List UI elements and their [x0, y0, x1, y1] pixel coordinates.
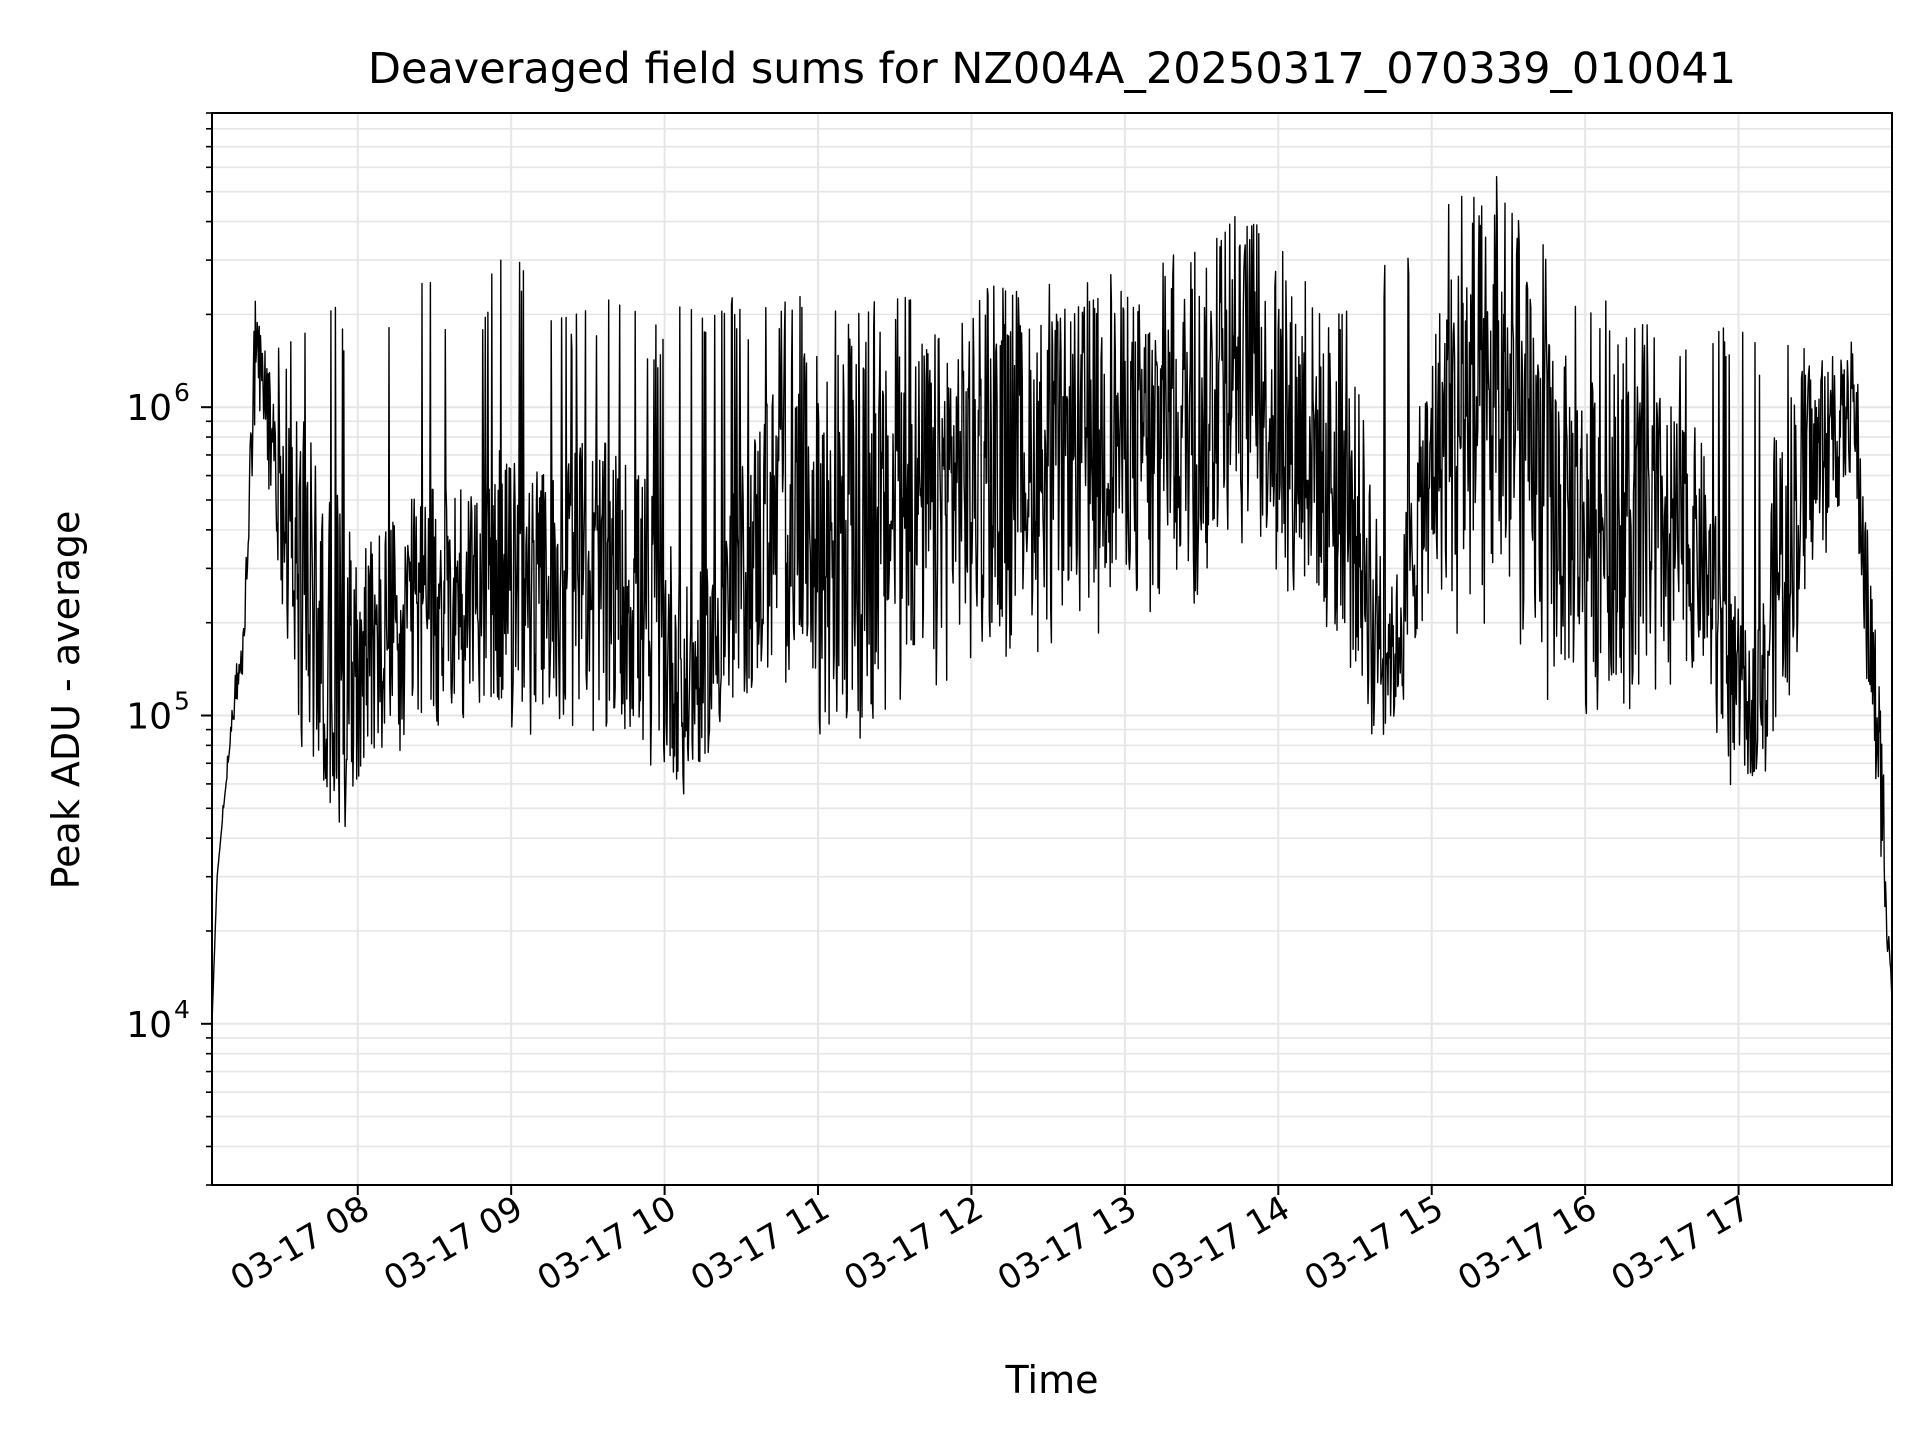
chart-title: Deaveraged field sums for NZ004A_2025031…	[367, 44, 1737, 94]
y-tick-exponent: 4	[174, 995, 190, 1024]
y-tick-exponent: 5	[174, 686, 190, 715]
y-axis-label: Peak ADU - average	[44, 510, 88, 890]
x-tick-label: 03-17 09	[377, 1188, 529, 1299]
x-axis-label: Time	[1005, 1358, 1099, 1402]
y-tick-label: 10	[126, 696, 172, 737]
x-tick-label: 03-17 12	[838, 1188, 990, 1299]
series-line	[211, 176, 1893, 1024]
y-tick-exponent: 6	[174, 378, 190, 407]
x-tick-label: 03-17 16	[1451, 1188, 1603, 1299]
axes: 03-17 08 03-17 09 03-17 10 03-17 11 03-17 12…	[126, 112, 1893, 1299]
x-tick-label: 03-17 10	[531, 1188, 683, 1299]
x-tick-label: 03-17 17	[1605, 1188, 1757, 1299]
x-tick-label: 03-17 14	[1144, 1188, 1296, 1299]
axes-frame	[211, 112, 1893, 1186]
x-tick-label: 03-17 08	[224, 1188, 376, 1299]
x-tick-label: 03-17 15	[1298, 1188, 1450, 1299]
x-tick-label: 03-17 13	[991, 1188, 1143, 1299]
y-tick-label: 10	[126, 1005, 172, 1046]
series-layer	[211, 176, 1893, 1024]
y-tick-label: 10	[126, 388, 172, 429]
x-tick-label: 03-17 11	[684, 1188, 836, 1299]
